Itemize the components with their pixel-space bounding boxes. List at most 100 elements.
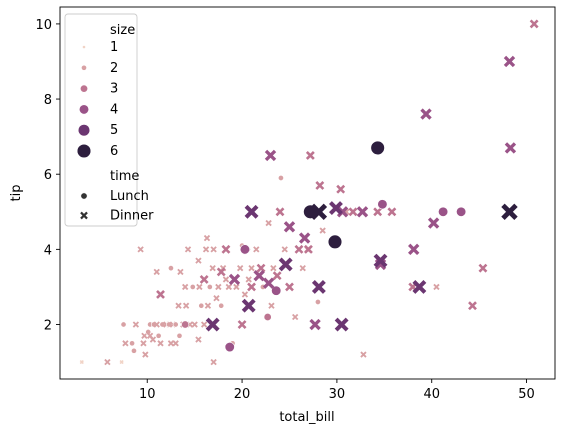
y-tick-label: 8 [44, 93, 52, 108]
legend-size-marker [82, 45, 86, 49]
x-tick-label: 40 [423, 387, 440, 402]
legend-size-title: size [110, 23, 135, 38]
data-point [104, 358, 111, 366]
data-point [373, 207, 383, 217]
data-point [177, 268, 184, 276]
data-point [189, 283, 196, 290]
data-point [225, 283, 232, 291]
data-point [205, 317, 220, 332]
data-point [310, 203, 328, 220]
data-point [122, 340, 129, 347]
data-point [195, 336, 202, 343]
data-point [503, 55, 516, 68]
x-tick-label: 10 [139, 387, 156, 402]
data-point [155, 332, 162, 339]
data-point [248, 264, 255, 272]
data-point [172, 321, 179, 328]
data-point [262, 277, 275, 289]
legend-size-items: 1 2 3 4 5 6 [76, 40, 118, 159]
data-point [298, 232, 311, 244]
x-tick-label: 50 [518, 387, 535, 402]
data-point [184, 246, 192, 253]
data-point [281, 246, 288, 253]
legend: size 1 2 3 4 5 6 time Lunch Dinner [64, 13, 154, 227]
data-point [291, 313, 299, 321]
data-point [149, 336, 157, 343]
data-point [119, 360, 124, 365]
legend-size-marker [80, 84, 89, 93]
data-point [213, 295, 220, 302]
data-point [204, 302, 212, 309]
data-point [294, 244, 304, 254]
y-tick-label: 4 [44, 243, 52, 258]
data-point [427, 217, 440, 229]
legend-size-label: 5 [110, 123, 118, 138]
data-point [137, 246, 144, 253]
data-point [356, 206, 369, 218]
data-point [203, 234, 211, 242]
data-point [311, 279, 326, 294]
data-point [329, 201, 343, 215]
data-point [167, 340, 175, 347]
data-point [468, 301, 477, 311]
data-point [216, 267, 226, 277]
data-point [285, 282, 294, 292]
data-point [129, 340, 136, 347]
data-point [239, 244, 250, 255]
data-point [221, 244, 231, 254]
data-point [241, 298, 256, 313]
data-point [175, 302, 182, 309]
data-point [271, 285, 282, 296]
data-point [370, 140, 385, 156]
data-point [140, 340, 147, 347]
data-point [200, 321, 208, 328]
data-point [277, 175, 284, 181]
data-point [132, 321, 140, 328]
data-point [348, 207, 358, 217]
data-point [305, 150, 315, 160]
data-point [215, 283, 222, 291]
plot-frame [59, 6, 556, 380]
y-axis-ticks: 2 4 6 8 10 [35, 18, 60, 334]
data-point [438, 206, 449, 217]
data-point [433, 283, 440, 291]
data-point [224, 342, 235, 353]
data-point [218, 302, 225, 309]
data-point [334, 317, 349, 332]
data-point [529, 19, 539, 29]
data-point [412, 279, 427, 294]
y-axis-label: tip [9, 185, 24, 202]
data-point [272, 271, 282, 281]
data-point [228, 273, 241, 286]
data-point [253, 246, 260, 253]
y-tick-label: 6 [44, 168, 52, 183]
data-point [131, 347, 137, 354]
data-point [420, 108, 432, 120]
y-tick-label: 2 [44, 319, 52, 334]
data-point [202, 246, 210, 253]
data-point [478, 263, 488, 273]
legend-size-label: 1 [110, 40, 118, 55]
legend-time-label: Lunch [110, 189, 149, 204]
data-point [283, 221, 296, 233]
x-axis-ticks: 10 20 30 40 50 [139, 379, 535, 402]
data-point [256, 263, 266, 273]
data-point [181, 283, 189, 291]
data-point [275, 207, 285, 217]
data-point [245, 276, 252, 283]
data-point [206, 283, 213, 290]
data-point [247, 282, 256, 292]
data-point [176, 332, 183, 339]
data-point [299, 264, 306, 272]
data-point [195, 257, 202, 264]
data-point [153, 321, 160, 328]
legend-time-marker [80, 211, 88, 220]
data-point [172, 340, 179, 347]
legend-size-label: 2 [110, 61, 118, 76]
legend-size-marker [81, 64, 87, 71]
data-point [199, 274, 209, 284]
data-point [264, 149, 277, 162]
data-point [319, 227, 326, 234]
data-point [210, 246, 217, 253]
